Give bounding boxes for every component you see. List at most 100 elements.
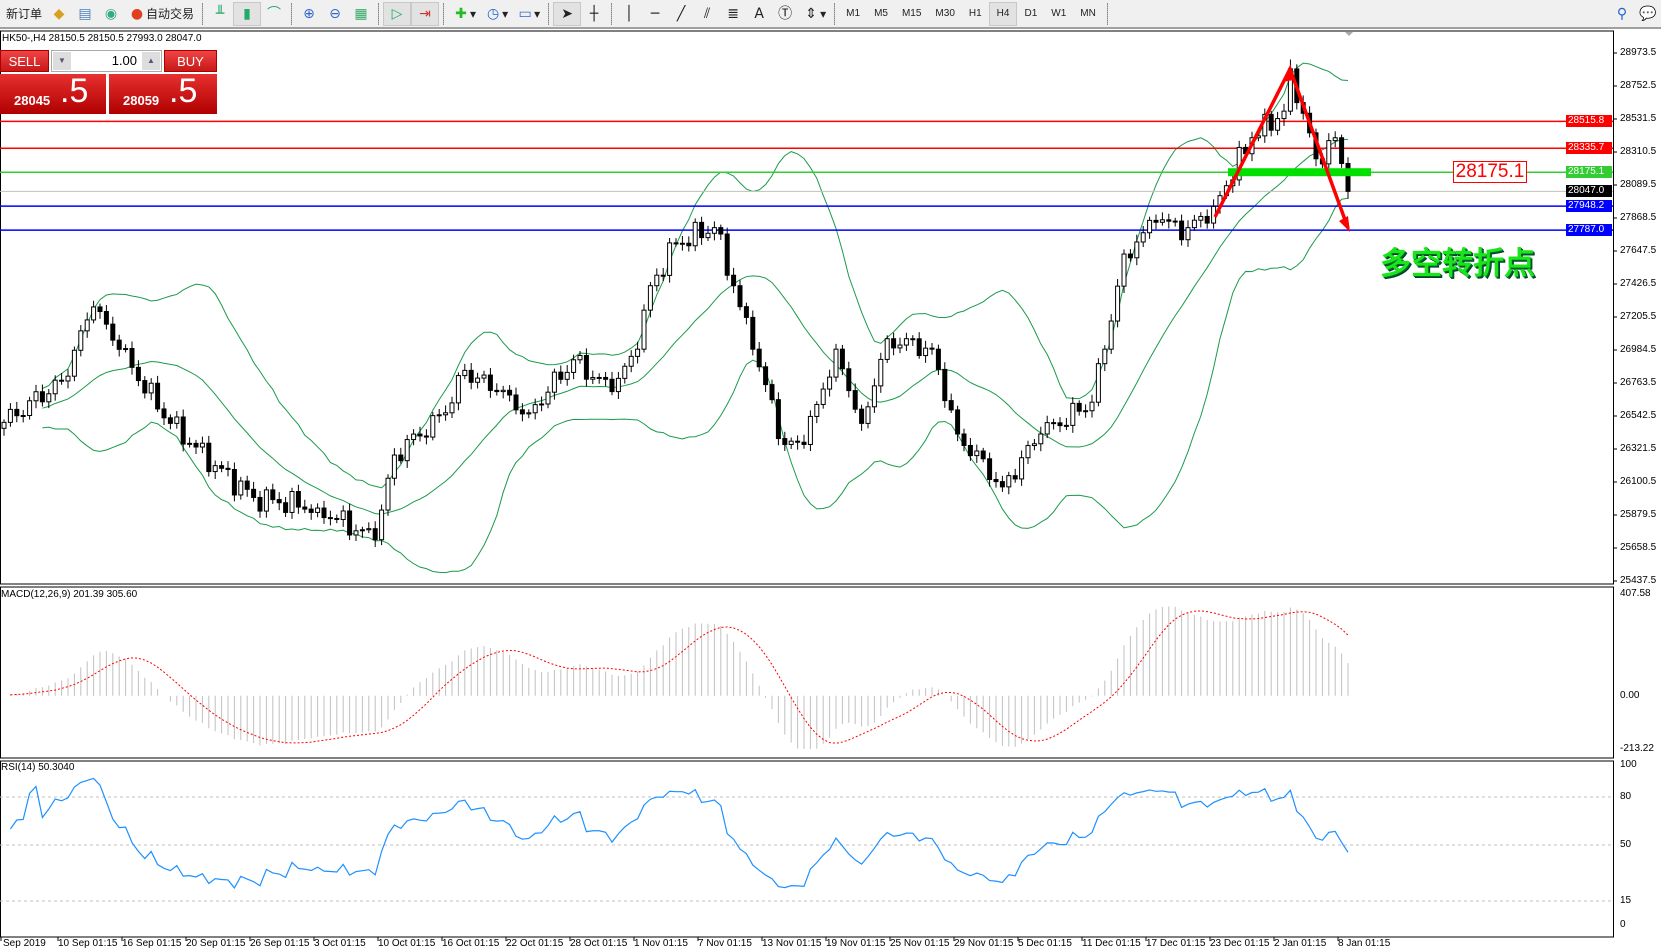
navigator-button[interactable]: ▤	[72, 2, 98, 26]
candle	[372, 528, 378, 541]
annotation-text[interactable]: 多空转折点	[1380, 246, 1535, 282]
candle	[334, 517, 340, 520]
candle	[353, 530, 359, 536]
price-axis-label: 26763.5	[1620, 377, 1657, 388]
market-watch-button[interactable]: ◆	[46, 2, 72, 26]
candle	[180, 416, 186, 445]
timeframe-m15[interactable]: M15	[901, 8, 922, 19]
clock-icon: ◷	[486, 5, 500, 22]
chart-shift-button[interactable]: ⇥	[411, 1, 440, 26]
text-button[interactable]: A	[746, 2, 772, 26]
text-label-icon: Ⓣ	[778, 5, 793, 22]
candle	[615, 377, 621, 393]
channel-button[interactable]: ⫽	[694, 2, 720, 26]
time-axis-label: 20 Sep 01:15	[186, 938, 246, 949]
timeframe-d1[interactable]: D1	[1024, 8, 1038, 19]
bollinger-upper	[42, 62, 1349, 489]
indicators-button[interactable]: ✚ ▾	[448, 2, 480, 26]
timeframe-w1[interactable]: W1	[1051, 8, 1067, 19]
lot-size-value[interactable]: 1.00	[111, 53, 137, 68]
candle	[33, 391, 39, 402]
bar-chart-button[interactable]: ╨	[207, 2, 233, 26]
candle	[302, 506, 308, 510]
candle	[340, 510, 346, 520]
trendline-button[interactable]: ╱	[668, 2, 694, 26]
macd-label: MACD(12,26,9) 201.39 305.60	[1, 589, 138, 600]
buy-button[interactable]: BUY	[164, 50, 217, 72]
level-label-box[interactable]: 28175.1	[1453, 161, 1527, 183]
candle	[1166, 219, 1172, 222]
auto-trading-button[interactable]: ● 自动交易	[124, 2, 198, 26]
candle	[878, 358, 884, 387]
time-axis-label: Sep 2019	[3, 938, 46, 949]
candlestick-icon: ▮	[243, 5, 251, 22]
line-chart-icon: ⌒	[267, 5, 282, 22]
candle	[1083, 410, 1089, 413]
search-button[interactable]: ⚲	[1609, 2, 1635, 26]
tile-windows-button[interactable]: ▦	[348, 2, 374, 26]
vertical-line-button[interactable]: │	[616, 2, 642, 26]
candle	[827, 376, 833, 390]
sell-price-button[interactable]: 28045 .5	[0, 72, 106, 114]
crosshair-button[interactable]: ┼	[581, 2, 607, 26]
chat-button[interactable]: 💬	[1635, 2, 1661, 26]
timeframe-h4[interactable]: H4	[988, 1, 1018, 26]
candlestick-button[interactable]: ▮	[233, 1, 262, 26]
decrease-lot-button[interactable]: ▼	[53, 52, 71, 70]
new-order-button[interactable]: 新订单	[6, 7, 43, 21]
lot-size-stepper[interactable]: ▼ 1.00 ▲	[51, 50, 162, 72]
candle	[641, 309, 647, 350]
candle	[91, 306, 97, 321]
horizontal-line-button[interactable]: ─	[642, 2, 668, 26]
divider	[1106, 2, 1108, 25]
auto-scroll-button[interactable]: ▷	[383, 1, 412, 26]
price-axis-label: 28310.5	[1620, 146, 1657, 157]
timeframe-m1[interactable]: M1	[846, 8, 861, 19]
candle	[801, 441, 807, 445]
templates-button[interactable]: ▭ ▾	[512, 2, 544, 26]
zoom-in-button[interactable]: ⊕	[296, 2, 322, 26]
line-chart-button[interactable]: ⌒	[261, 2, 287, 26]
rsi-axis-label: 100	[1620, 759, 1637, 770]
divider	[548, 2, 550, 25]
text-label-button[interactable]: Ⓣ	[772, 2, 798, 26]
cursor-button[interactable]: ➤	[553, 1, 582, 26]
increase-lot-button[interactable]: ▲	[142, 52, 160, 70]
buy-price-button[interactable]: 28059 .5	[109, 72, 217, 114]
candle	[155, 382, 161, 410]
candle	[84, 319, 90, 332]
candle	[737, 285, 743, 308]
zoom-out-button[interactable]: ⊖	[322, 2, 348, 26]
timeframe-mn[interactable]: MN	[1080, 8, 1096, 19]
fibonacci-button[interactable]: ≣	[720, 2, 746, 26]
rsi-label: RSI(14) 50.3040	[1, 762, 75, 773]
candle	[1089, 401, 1095, 412]
price-axis-label: 26321.5	[1620, 443, 1657, 454]
time-axis-label: 10 Oct 01:15	[378, 938, 436, 949]
timeframe-m30[interactable]: M30	[935, 8, 955, 19]
periods-button[interactable]: ◷ ▾	[480, 2, 512, 26]
price-axis-label: 27647.5	[1620, 245, 1657, 256]
candle	[603, 376, 609, 380]
timeframe-h1[interactable]: H1	[968, 8, 982, 19]
candle	[590, 377, 596, 380]
candle	[148, 382, 154, 394]
candle	[430, 415, 436, 438]
time-axis-label: 8 Jan 01:15	[1338, 938, 1391, 949]
signals-button[interactable]: ◉	[98, 2, 124, 26]
price-level-tag: 28175.1	[1566, 166, 1612, 179]
timeframe-m5[interactable]: M5	[874, 8, 888, 19]
candle	[385, 477, 391, 511]
arrows-button[interactable]: ⇕ ▾	[798, 2, 830, 26]
candle	[577, 355, 583, 361]
candle	[1326, 140, 1332, 165]
candle	[769, 384, 775, 401]
candle	[1275, 118, 1281, 131]
text-icon: A	[754, 5, 764, 22]
candle	[891, 338, 897, 349]
sell-button[interactable]: SELL	[0, 50, 49, 72]
candle	[1031, 443, 1037, 447]
candle	[609, 378, 615, 393]
arrow-head-down	[1339, 216, 1350, 232]
